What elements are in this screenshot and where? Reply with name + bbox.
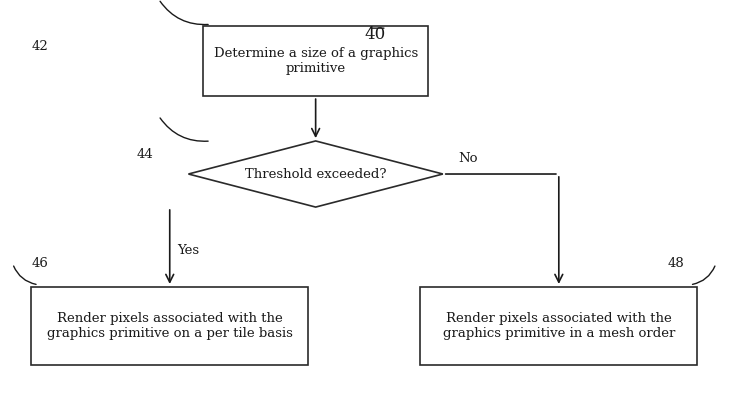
Text: Determine a size of a graphics
primitive: Determine a size of a graphics primitive <box>213 47 418 75</box>
Text: No: No <box>458 152 478 165</box>
Polygon shape <box>189 141 443 207</box>
Text: 42: 42 <box>32 40 48 53</box>
Text: 40: 40 <box>365 26 386 43</box>
Text: Yes: Yes <box>177 244 199 257</box>
Text: Render pixels associated with the
graphics primitive on a per tile basis: Render pixels associated with the graphi… <box>47 312 293 340</box>
Text: 48: 48 <box>668 257 684 270</box>
Text: 44: 44 <box>136 148 152 162</box>
Text: Render pixels associated with the
graphics primitive in a mesh order: Render pixels associated with the graphi… <box>442 312 675 340</box>
Text: 46: 46 <box>32 257 48 270</box>
Text: Threshold exceeded?: Threshold exceeded? <box>245 168 387 180</box>
FancyBboxPatch shape <box>32 287 308 365</box>
FancyBboxPatch shape <box>204 26 428 96</box>
FancyBboxPatch shape <box>421 287 697 365</box>
